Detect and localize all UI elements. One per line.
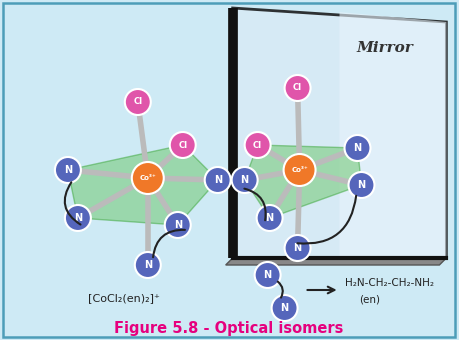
Circle shape [245,132,271,158]
Circle shape [255,262,280,288]
Polygon shape [68,145,218,225]
Circle shape [285,75,311,101]
Circle shape [55,157,81,183]
Text: N: N [174,220,182,230]
Circle shape [65,205,91,231]
Text: Co³⁺: Co³⁺ [140,175,156,181]
Circle shape [135,252,161,278]
Circle shape [165,212,191,238]
Polygon shape [245,145,362,218]
Circle shape [272,295,297,321]
Text: Cl: Cl [133,98,142,106]
Polygon shape [340,12,446,258]
Text: N: N [266,213,274,223]
Text: H₂N-CH₂-CH₂-NH₂: H₂N-CH₂-CH₂-NH₂ [345,278,433,288]
Text: N: N [293,243,302,253]
Circle shape [345,135,370,161]
Polygon shape [233,8,446,258]
Circle shape [132,162,164,194]
Text: N: N [280,303,289,313]
Text: N: N [353,143,362,153]
Text: N: N [213,175,222,185]
Circle shape [285,235,311,261]
Text: Co³⁺: Co³⁺ [291,167,308,173]
Circle shape [348,172,375,198]
Text: Mirror: Mirror [356,41,413,55]
Text: N: N [144,260,152,270]
Text: N: N [241,175,249,185]
Circle shape [170,132,196,158]
Circle shape [205,167,231,193]
Text: [CoCl₂(en)₂]⁺: [CoCl₂(en)₂]⁺ [88,293,160,303]
Polygon shape [226,258,446,265]
Text: N: N [358,180,365,190]
Text: N: N [263,270,272,280]
Text: Cl: Cl [178,140,187,150]
Circle shape [284,154,315,186]
Text: Cl: Cl [293,84,302,92]
Text: (en): (en) [359,295,380,305]
Circle shape [125,89,151,115]
Circle shape [257,205,283,231]
Text: Figure 5.8 - Optical isomers: Figure 5.8 - Optical isomers [114,321,343,336]
Text: N: N [64,165,72,175]
Text: N: N [74,213,82,223]
Circle shape [232,167,257,193]
Text: Cl: Cl [253,140,262,150]
